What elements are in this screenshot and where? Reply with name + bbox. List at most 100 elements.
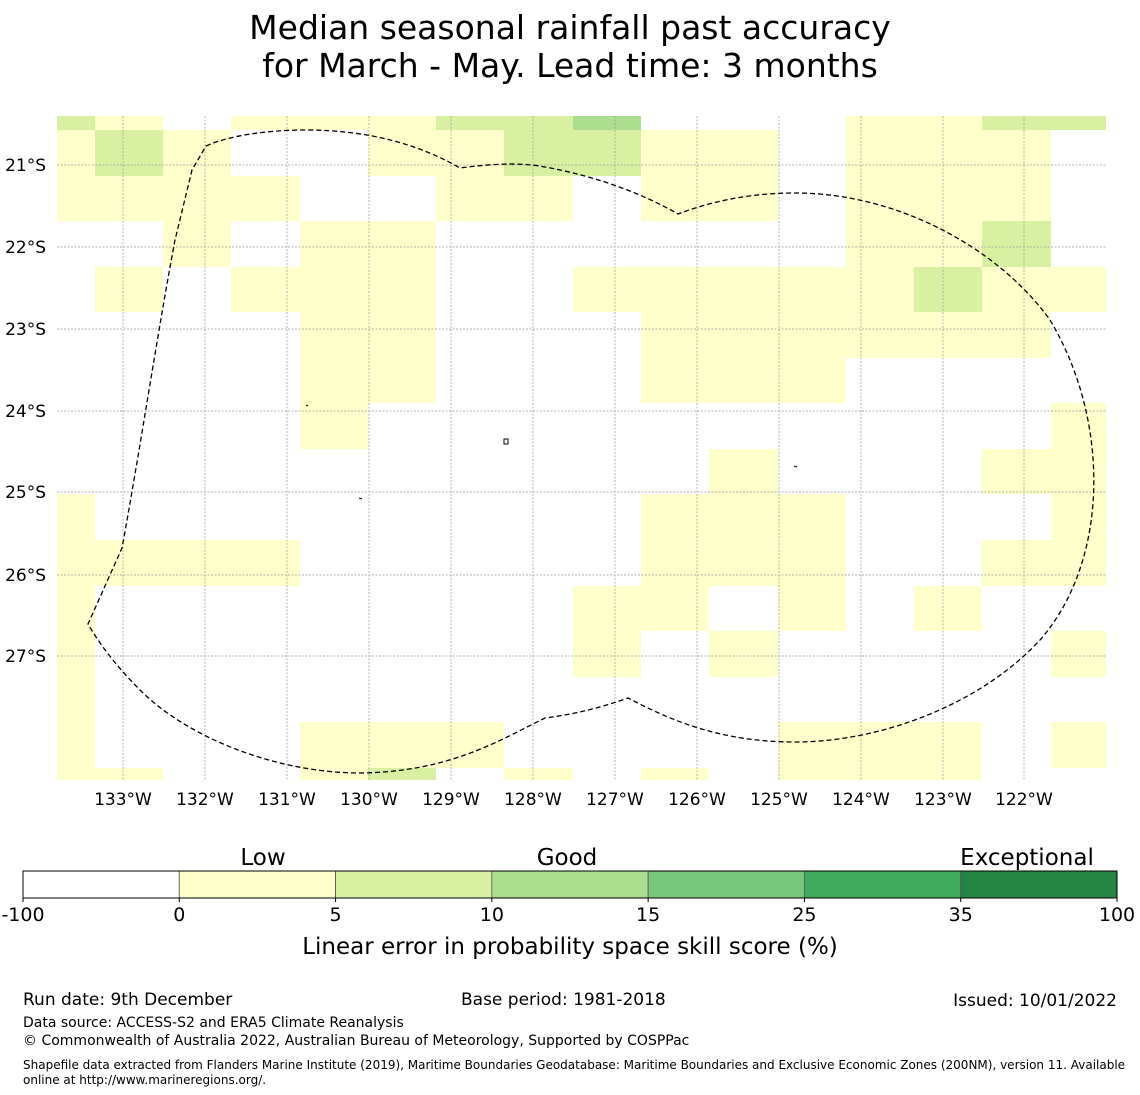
islands — [305, 404, 798, 500]
map-gridlines — [57, 116, 1106, 780]
skill-cell — [641, 176, 778, 221]
skill-cell — [300, 358, 436, 403]
latitude-label: 22°S — [5, 238, 46, 258]
skill-cell — [300, 221, 436, 267]
skill-cell — [95, 130, 163, 176]
skill-cell — [57, 540, 300, 586]
skill-cell — [368, 768, 436, 780]
longitude-label: 124°W — [832, 790, 890, 810]
colorbar-category-label: Low — [240, 845, 285, 871]
longitude-label: 130°W — [340, 790, 398, 810]
latitude-label: 25°S — [5, 483, 46, 503]
colorbar-axis-label: Linear error in probability space skill … — [302, 934, 838, 960]
colorbar-tick-label: 100 — [1099, 904, 1135, 926]
colorbar-tick-label: 5 — [330, 904, 342, 926]
skill-cell — [436, 176, 573, 221]
colorbar-category-label: Exceptional — [960, 845, 1094, 871]
colorbar-segment — [491, 870, 649, 899]
skill-cell — [163, 221, 231, 267]
longitude-label: 133°W — [94, 790, 152, 810]
skill-score-cells — [57, 116, 1106, 780]
skill-cell — [778, 722, 982, 768]
skill-cell — [300, 403, 368, 449]
latitude-label: 21°S — [5, 156, 46, 176]
longitude-label: 126°W — [668, 790, 726, 810]
colorbar-frame — [22, 870, 1118, 899]
skill-cell — [436, 116, 573, 130]
skill-cell — [95, 768, 163, 780]
skill-cell — [573, 586, 709, 631]
colorbar-tick-label: 10 — [480, 904, 504, 926]
skill-cell — [368, 130, 436, 176]
base-period: Base period: 1981-2018 — [461, 990, 666, 1010]
colorbar-category-label: Good — [537, 845, 598, 871]
island-mark — [358, 497, 363, 500]
skill-cell — [231, 267, 436, 312]
colorbar-legend — [22, 870, 1118, 899]
map-title-line-2: for March - May. Lead time: 3 months — [262, 46, 878, 85]
longitude-label: 132°W — [176, 790, 234, 810]
longitude-label: 131°W — [258, 790, 316, 810]
data-source: Data source: ACCESS-S2 and ERA5 Climate … — [23, 1015, 404, 1031]
skill-cell — [982, 540, 1106, 586]
colorbar-tick-label: 15 — [636, 904, 660, 926]
longitude-labels: 133°W 132°W 131°W 130°W 129°W 128°W 127°W 126°W… — [94, 790, 1053, 810]
skill-cell — [57, 116, 95, 130]
skill-cell — [573, 267, 914, 312]
skill-cell — [641, 494, 846, 540]
latitude-label: 27°S — [5, 647, 46, 667]
skill-cell — [504, 768, 573, 780]
issued-date: Issued: 10/01/2022 — [953, 991, 1117, 1011]
skill-cell — [709, 449, 778, 494]
island-mark — [305, 404, 309, 407]
island-mark — [793, 465, 798, 468]
skill-cell — [57, 494, 95, 540]
shapefile-credit: Shapefile data extracted from Flanders M… — [23, 1058, 1126, 1087]
eez-boundary — [87, 129, 1095, 774]
latitude-label: 23°S — [5, 320, 46, 340]
longitude-label: 122°W — [995, 790, 1053, 810]
skill-cell — [846, 130, 1051, 176]
skill-cell — [778, 586, 846, 631]
colorbar-segment — [960, 870, 1118, 899]
longitude-label: 125°W — [750, 790, 808, 810]
colorbar-segment — [22, 870, 180, 899]
skill-cell — [300, 312, 436, 358]
longitude-label: 129°W — [422, 790, 480, 810]
colorbar-tick-label: 35 — [949, 904, 973, 926]
skill-cell — [95, 116, 163, 130]
skill-cell — [231, 116, 436, 130]
skill-cell — [1051, 494, 1106, 540]
skill-cell — [57, 176, 300, 221]
run-date: Run date: 9th December — [23, 990, 233, 1010]
skill-cell — [57, 768, 95, 780]
skill-cell — [641, 540, 846, 586]
skill-cell — [57, 130, 95, 176]
colorbar-tick-label: -100 — [1, 904, 44, 926]
island-mark — [503, 438, 509, 445]
skill-cell — [846, 221, 982, 267]
latitude-labels: 21°S 22°S 23°S 24°S 25°S 26°S 27°S — [5, 156, 46, 667]
skill-cell — [709, 631, 778, 677]
longitude-label: 127°W — [586, 790, 644, 810]
skill-cell — [982, 116, 1106, 130]
longitude-label: 128°W — [504, 790, 562, 810]
skill-cell — [57, 722, 95, 768]
skill-cell — [778, 768, 982, 780]
skill-cell — [641, 358, 846, 403]
skill-cell — [846, 176, 1051, 221]
longitude-label: 123°W — [914, 790, 972, 810]
skill-cell — [504, 130, 641, 176]
skill-cell — [436, 130, 504, 176]
colorbar-segment — [178, 870, 336, 899]
skill-cell — [641, 312, 1051, 358]
skill-cell — [914, 586, 982, 631]
skill-cell — [1051, 631, 1106, 677]
skill-cell — [1051, 722, 1106, 768]
colorbar-tick-labels: -100 0 5 10 15 25 35 100 — [1, 898, 1135, 926]
skill-cell — [982, 221, 1051, 267]
skill-cell — [1051, 403, 1106, 449]
copyright: © Commonwealth of Australia 2022, Austra… — [23, 1033, 690, 1049]
skill-cell — [57, 586, 95, 631]
